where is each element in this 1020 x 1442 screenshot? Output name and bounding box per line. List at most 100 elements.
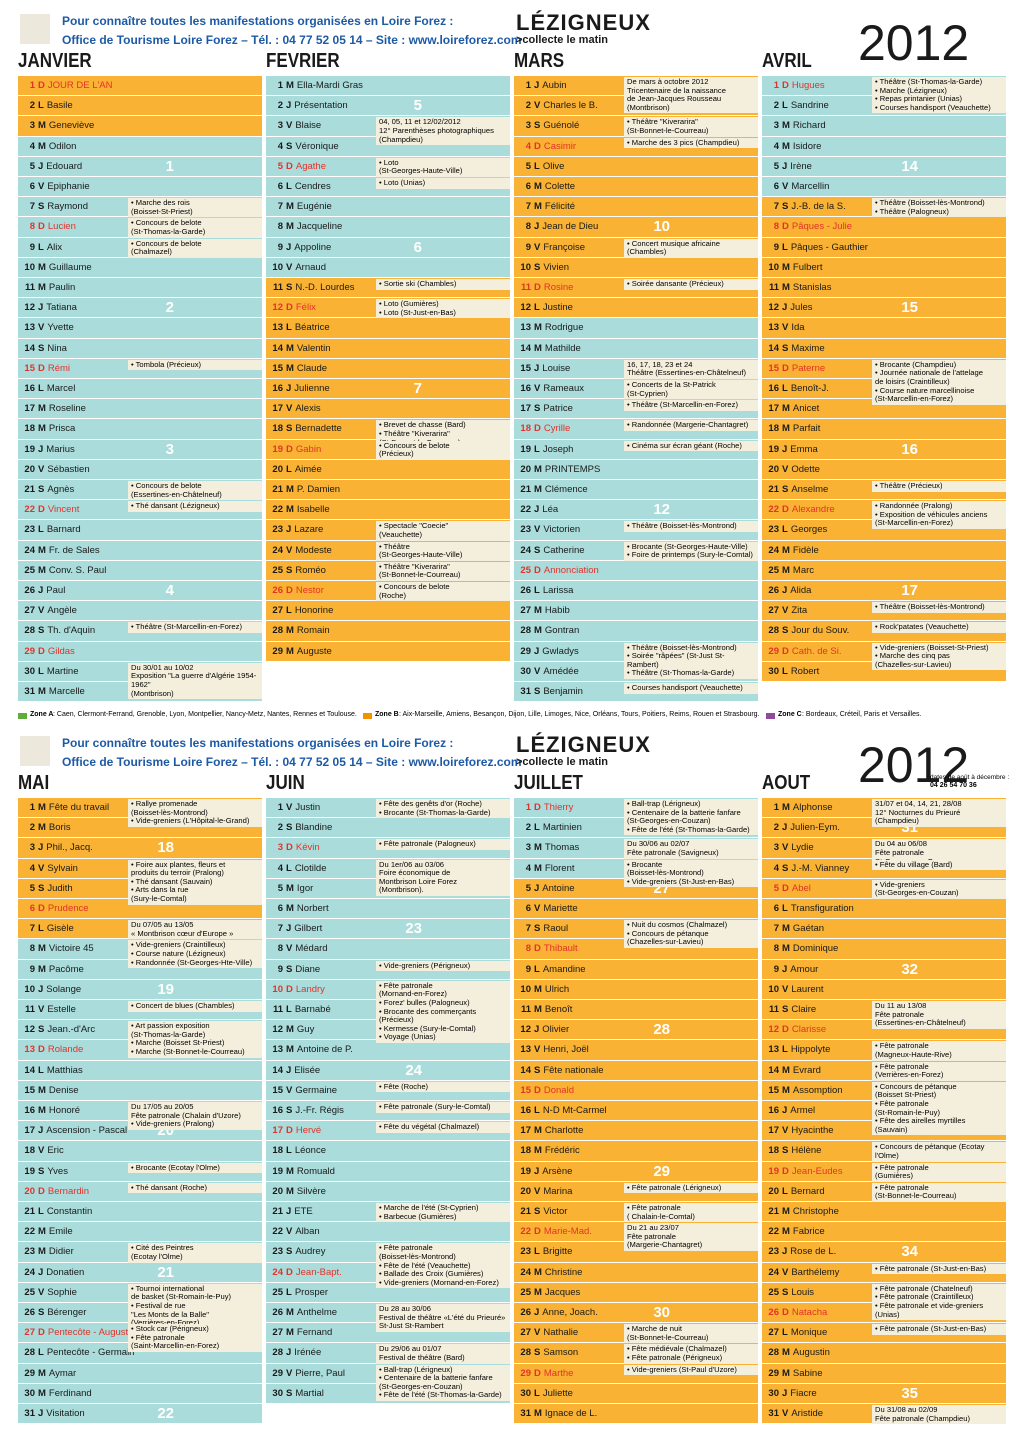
day-number: 23: [768, 1246, 779, 1258]
day-number: 10: [24, 983, 35, 995]
day-number: 29: [768, 1367, 779, 1379]
week-number: 18: [157, 839, 174, 857]
weekday: V: [534, 241, 541, 253]
day-number: 6: [773, 181, 779, 192]
weekday: J: [38, 1408, 44, 1419]
saint-name: Paterne: [791, 362, 826, 374]
day-row: 5 J Edouard: [18, 156, 262, 177]
weekday: L: [782, 665, 788, 677]
event: Du 30/06 au 02/07 Fête patronale (Savign…: [624, 839, 758, 859]
saint-name: P. Damien: [296, 484, 341, 495]
day-row: 13 V Henri, Joël: [514, 1040, 758, 1061]
day-number: 2: [277, 100, 283, 112]
day-row: 18 M Frédéric: [514, 1141, 758, 1162]
saint-name: Alphonse: [792, 802, 833, 813]
day-row: 10 M Guillaume: [18, 257, 262, 278]
day-number: 28: [768, 625, 779, 637]
saint-name: Fernand: [296, 1327, 333, 1339]
event: • Fête patronale (St-Just-en-Bas): [872, 1263, 1006, 1275]
week-number: 24: [405, 1061, 422, 1079]
saint-name: Prisca: [48, 423, 76, 435]
day-number: 14: [520, 342, 531, 354]
saint-name: Jules: [790, 302, 813, 314]
event: • Théâtre (Boisset-lès-Montrond) • Théât…: [872, 198, 1006, 218]
weekday: M: [38, 1084, 46, 1096]
legend-label: Zone A: [30, 711, 54, 718]
saint-name: Auguste: [296, 645, 332, 657]
day-number: 12: [272, 302, 283, 314]
day-number: 22: [520, 504, 531, 516]
day-number: 23: [24, 1246, 35, 1258]
saint-name: Romain: [296, 625, 330, 637]
weekday: M: [782, 140, 790, 152]
day-number: 16: [24, 383, 35, 394]
day-number: 12: [24, 302, 35, 314]
weekday: M: [286, 221, 294, 233]
weekday: M: [38, 403, 46, 415]
day-row: 23 L Barnard: [18, 520, 262, 541]
weekday: D: [782, 882, 789, 894]
day-number: 22: [520, 1226, 531, 1238]
day-row: 18 M Parfait: [762, 419, 1006, 440]
day-row: 24 J Donatien: [18, 1262, 262, 1283]
day-number: 4: [773, 862, 779, 874]
day-number: 16: [520, 383, 531, 394]
event: • Théâtre (Précieux): [872, 481, 1006, 492]
day-number: 25: [272, 1286, 283, 1298]
day-row: 18 L Léonce: [266, 1141, 510, 1162]
weekday: V: [286, 802, 293, 813]
weekday: V: [782, 181, 789, 192]
saint-name: Denise: [48, 1084, 79, 1096]
day-number: 27: [520, 1327, 531, 1339]
day-number: 31: [24, 686, 35, 697]
saint-name: Audrey: [295, 1246, 326, 1258]
weekday: L: [782, 1044, 788, 1056]
day-row: 27 L Honorine: [266, 601, 510, 622]
day-row: 25 M Marc: [762, 560, 1006, 581]
day-number: 23: [768, 524, 779, 536]
day-row: 27 V Angèle: [18, 601, 262, 622]
saint-name: Bérenger: [47, 1307, 87, 1318]
saint-name: Rodrigue: [544, 322, 584, 334]
day-number: 27: [272, 1327, 283, 1339]
weekday: S: [782, 1004, 789, 1015]
event: • Concert de blues (Chambles): [128, 1001, 262, 1012]
day-number: 29: [272, 645, 283, 657]
saint-name: Robert: [790, 665, 820, 677]
event: • Cité des Peintres (Ecotay l'Olme): [128, 1243, 262, 1263]
saint-name: Marc: [792, 564, 815, 576]
weekday: M: [782, 802, 790, 813]
day-row: 4 M Odilon: [18, 136, 262, 157]
weekday: S: [782, 201, 789, 213]
saint-name: Clarisse: [791, 1024, 827, 1036]
day-row: 20 V Odette: [762, 459, 1006, 480]
day-number: 9: [277, 241, 283, 253]
day-number: 3: [277, 120, 283, 132]
saint-name: Roseline: [48, 403, 86, 415]
saint-name: Barnard: [46, 524, 81, 536]
event: • Théâtre (Boisset-lès-Montrond) • Soiré…: [624, 642, 758, 679]
day-number: 24: [520, 1266, 531, 1278]
day-number: 24: [520, 544, 531, 556]
day-number: 24: [768, 544, 779, 556]
weekday: M: [782, 1064, 790, 1076]
event: • Concours de belote (Précieux): [376, 440, 510, 460]
saint-name: Rameaux: [543, 383, 585, 394]
saint-name: Victorien: [543, 524, 581, 536]
day-number: 9: [29, 963, 35, 975]
saint-name: Léonce: [294, 1145, 326, 1157]
day-row: 19 J Emma: [762, 439, 1006, 460]
weekday: M: [38, 1246, 46, 1258]
weekday: J: [782, 963, 788, 975]
saint-name: Agathe: [295, 160, 326, 172]
saint-name: Landry: [295, 983, 325, 995]
weekday: V: [534, 1044, 541, 1056]
weekday: S: [286, 564, 293, 576]
weekday: L: [534, 302, 540, 314]
day-number: 26: [520, 1307, 531, 1318]
weekday: V: [38, 605, 45, 617]
saint-name: Charlotte: [544, 1125, 584, 1137]
saint-name: Jacques: [544, 1286, 581, 1298]
day-number: 1: [525, 80, 531, 91]
weekday: L: [534, 443, 540, 455]
